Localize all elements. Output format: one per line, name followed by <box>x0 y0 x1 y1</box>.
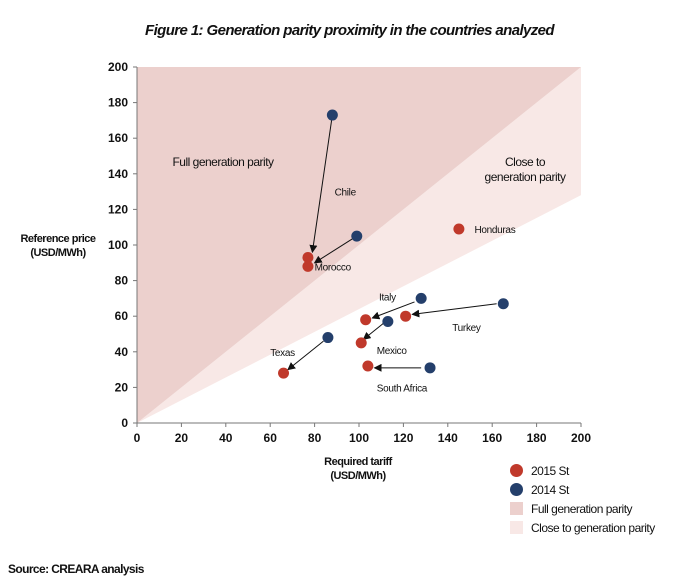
point-2015-st-italy <box>360 314 372 326</box>
region-label-close-to-generation-parity: generation parity <box>485 170 566 184</box>
point-2015-st-chile <box>302 251 314 263</box>
y-tick-label: 200 <box>108 60 128 74</box>
legend-item-full-generation-parity: Full generation parity <box>510 501 661 517</box>
x-tick-label: 0 <box>134 431 141 445</box>
axis-titles: Reference price (USD/MWh) Required tariff (… <box>20 233 393 482</box>
point-2014-st-mexico <box>382 316 394 328</box>
label-honduras: Honduras <box>474 225 515 236</box>
y-tick-label: 0 <box>121 416 128 430</box>
label-south-africa: South Africa <box>377 383 428 394</box>
y-axis-title: (USD/MWh) <box>30 247 86 259</box>
arrow-turkey <box>411 303 497 318</box>
point-2014-st-south-africa <box>424 362 436 374</box>
arrow-morocco <box>313 235 358 264</box>
x-axis-title: Required tariff <box>324 456 393 468</box>
y-tick-label: 140 <box>108 167 128 181</box>
point-2015-st-mexico <box>355 337 367 349</box>
point-2014-st-italy <box>415 292 427 304</box>
legend-label-close-to-generation-parity: Close to generation parity <box>531 521 655 535</box>
chart-title: Figure 1: Generation parity proximity in… <box>145 22 555 39</box>
parity-regions <box>137 67 581 423</box>
legend-swatch-2014-st <box>510 483 523 496</box>
point-2015-st-honduras <box>453 223 465 235</box>
region-labels: Full generation parity Close togeneration… <box>172 155 566 184</box>
point-2015-st-turkey <box>400 310 412 322</box>
x-tick-label: 100 <box>349 431 369 445</box>
label-texas: Texas <box>270 348 295 359</box>
y-tick-label: 120 <box>108 202 128 216</box>
point-2014-st-chile <box>326 109 338 121</box>
arrow-italy <box>371 301 415 320</box>
x-tick-label: 120 <box>393 431 413 445</box>
legend-label-2015-st: 2015 St <box>531 464 569 478</box>
source-note: Source: CREARA analysis <box>8 562 144 576</box>
y-tick-label: 20 <box>115 380 129 394</box>
legend: 2015 St 2014 St Full generation parity Clos… <box>510 463 661 539</box>
point-2014-st-texas <box>322 332 334 344</box>
x-tick-label: 20 <box>175 431 189 445</box>
point-2015-st-texas <box>278 367 290 379</box>
y-tick-label: 60 <box>115 309 129 323</box>
point-labels: Chile Morocco Honduras Italy Turkey Mexico Sou… <box>270 188 516 395</box>
y-tick-label: 180 <box>108 96 128 110</box>
label-italy: Italy <box>379 293 396 304</box>
y-tick-label: 100 <box>108 238 128 252</box>
full-parity-region <box>137 67 581 423</box>
legend-item-2014-st: 2014 St <box>510 482 661 498</box>
y-axis-title: Reference price <box>20 233 95 245</box>
point-2015-st-south-africa <box>362 360 374 372</box>
label-morocco: Morocco <box>315 262 352 273</box>
movement-arrows <box>287 114 497 372</box>
region-label-full-generation-parity: Full generation parity <box>172 155 274 169</box>
x-tick-label: 200 <box>571 431 591 445</box>
point-2014-st-turkey <box>497 298 509 310</box>
arrow-chile <box>309 114 333 254</box>
legend-item-close-to-generation-parity: Close to generation parity <box>510 520 661 536</box>
x-tick-label: 60 <box>264 431 278 445</box>
x-tick-label: 80 <box>308 431 322 445</box>
axes: 0 20 40 60 80 100 120 140 160 180 200 0 20 40 60 80 100 1… <box>108 60 591 445</box>
arrow-texas <box>287 340 324 371</box>
legend-swatch-full-generation-parity <box>510 502 523 515</box>
x-tick-label: 180 <box>527 431 547 445</box>
x-tick-label: 40 <box>219 431 233 445</box>
legend-label-2014-st: 2014 St <box>531 483 569 497</box>
data-points <box>278 109 509 379</box>
x-axis-title: (USD/MWh) <box>330 470 386 482</box>
legend-label-full-generation-parity: Full generation parity <box>531 502 633 516</box>
y-tick-label: 40 <box>115 345 129 359</box>
x-tick-label: 160 <box>482 431 502 445</box>
label-mexico: Mexico <box>377 346 408 357</box>
label-turkey: Turkey <box>452 323 481 334</box>
point-2015-st-morocco <box>302 260 314 272</box>
point-2014-st-morocco <box>351 230 363 242</box>
y-tick-label: 80 <box>115 274 129 288</box>
y-tick-label: 160 <box>108 131 128 145</box>
legend-item-2015-st: 2015 St <box>510 463 661 479</box>
region-label-close-to-generation-parity: Close to <box>505 155 546 169</box>
legend-swatch-2015-st <box>510 464 523 477</box>
x-tick-label: 140 <box>438 431 458 445</box>
legend-swatch-close-to-generation-parity <box>510 521 523 534</box>
scatter-chart: 0 20 40 60 80 100 120 140 160 180 200 0 20 40 60 80 100 1… <box>20 60 591 482</box>
arrow-mexico <box>362 322 384 340</box>
label-chile: Chile <box>335 188 357 199</box>
